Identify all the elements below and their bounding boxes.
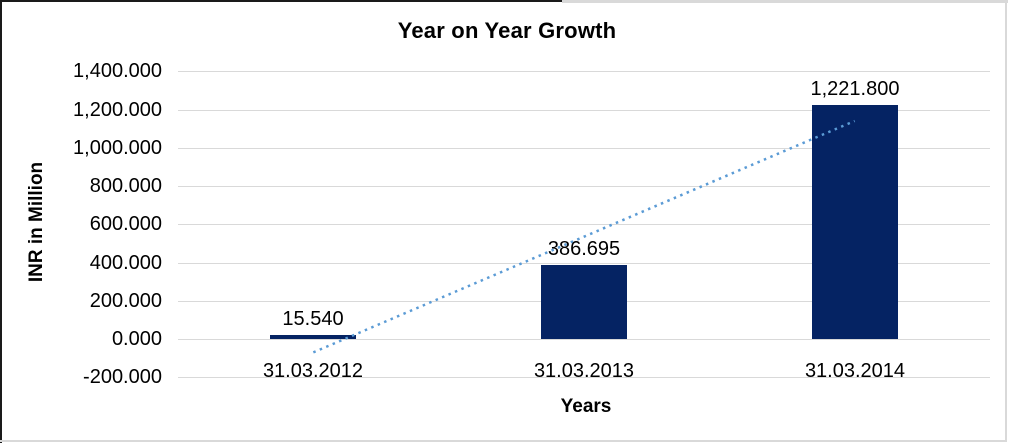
bar-value-label: 15.540 [282,308,344,330]
y-tick-label: 1,400.000 [73,60,162,82]
y-gridline [178,110,990,111]
y-gridline [178,224,990,225]
x-tick-label: 31.03.2014 [804,360,906,382]
y-gridline [178,71,990,72]
y-gridline [178,263,990,264]
top-border-black [0,0,562,2]
x-tick-label: 31.03.2012 [262,360,364,382]
y-tick-label: 400.000 [89,252,162,274]
bar [812,105,898,339]
x-axis-title: Years [560,396,612,417]
y-tick-label: 800.000 [89,175,162,197]
y-tick-label: 600.000 [89,213,162,235]
y-axis-title: INR in Million [26,161,47,283]
y-tick-label: 1,200.000 [73,99,162,121]
right-border [1005,0,1007,441]
y-tick-label: 200.000 [89,290,162,312]
bar [541,265,627,339]
x-tick-label: 31.03.2013 [533,360,635,382]
y-gridline [178,186,990,187]
chart-title: Year on Year Growth [397,18,617,43]
y-tick-label: 1,000.000 [73,137,162,159]
bar-value-label: 1,221.800 [810,78,900,100]
y-gridline [178,339,990,340]
left-border [0,0,2,443]
bottom-border [0,440,1007,442]
bar [270,335,356,339]
y-tick-label: 0.000 [111,328,162,350]
bar-value-label: 386.695 [547,238,621,260]
y-gridline [178,148,990,149]
y-tick-label: -200.000 [83,366,162,388]
y-gridline [178,377,990,378]
top-border-gray [562,0,1008,3]
